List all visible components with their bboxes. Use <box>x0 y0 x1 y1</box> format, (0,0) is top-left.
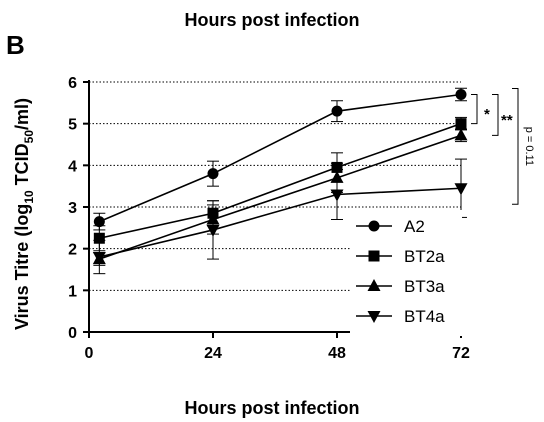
panel-letter: B <box>6 30 25 60</box>
y-tick-label-0: 0 <box>68 325 77 342</box>
legend-marker-bt3a <box>367 279 381 291</box>
data-point-bt4a-1 <box>206 224 220 237</box>
y-tick-label-2: 2 <box>68 242 77 259</box>
y-tick-label-6: 6 <box>68 75 77 92</box>
y-tick-label-3: 3 <box>68 200 77 217</box>
significance-bracket-a2-bt4a <box>512 88 519 205</box>
data-point-bt2a-3 <box>455 118 467 130</box>
data-point-a2-2 <box>331 105 343 117</box>
figure-top-title: Hours post infection <box>184 10 360 30</box>
data-point-bt4a-0 <box>92 252 106 264</box>
data-point-bt4a-2 <box>330 189 344 202</box>
significance-bracket-a2-bt2a <box>471 94 478 125</box>
y-tick-label-4: 4 <box>68 158 77 175</box>
data-point-bt3a-3 <box>454 128 468 141</box>
x-tick-label-72: 72 <box>452 345 470 362</box>
data-point-bt2a-0 <box>93 232 105 244</box>
legend-label-bt4a: BT4a <box>404 307 445 326</box>
significance-label-a2-bt3a: ** <box>501 112 513 129</box>
legend-label-a2: A2 <box>404 217 425 236</box>
legend-label-bt3a: BT3a <box>404 277 445 296</box>
significance-label-a2-bt2a: * <box>484 106 490 123</box>
series-line-a2 <box>99 93 462 223</box>
series-line-bt2a <box>99 122 462 240</box>
legend-marker-bt2a <box>368 250 380 262</box>
significance-label-a2-bt4a: p = 0.11 <box>523 127 535 166</box>
y-tick-label-1: 1 <box>68 283 77 300</box>
significance-bracket-a2-bt3a <box>492 94 499 136</box>
legend-marker-bt4a <box>367 311 381 323</box>
legend-box <box>350 210 462 336</box>
data-point-a2-3 <box>455 89 467 100</box>
data-point-a2-0 <box>93 216 105 228</box>
data-point-bt4a-3 <box>454 183 468 196</box>
series-line-bt3a <box>99 134 462 260</box>
legend-marker-a2 <box>368 220 380 232</box>
y-tick-label-5: 5 <box>68 117 77 134</box>
x-tick-label-24: 24 <box>204 345 222 362</box>
data-point-a2-1 <box>207 168 219 180</box>
x-tick-label-0: 0 <box>85 345 94 362</box>
x-tick-label-48: 48 <box>328 345 346 362</box>
legend-label-bt2a: BT2a <box>404 247 445 266</box>
series-line-bt4a <box>99 187 462 258</box>
x-axis-label: Hours post infection <box>184 398 360 418</box>
